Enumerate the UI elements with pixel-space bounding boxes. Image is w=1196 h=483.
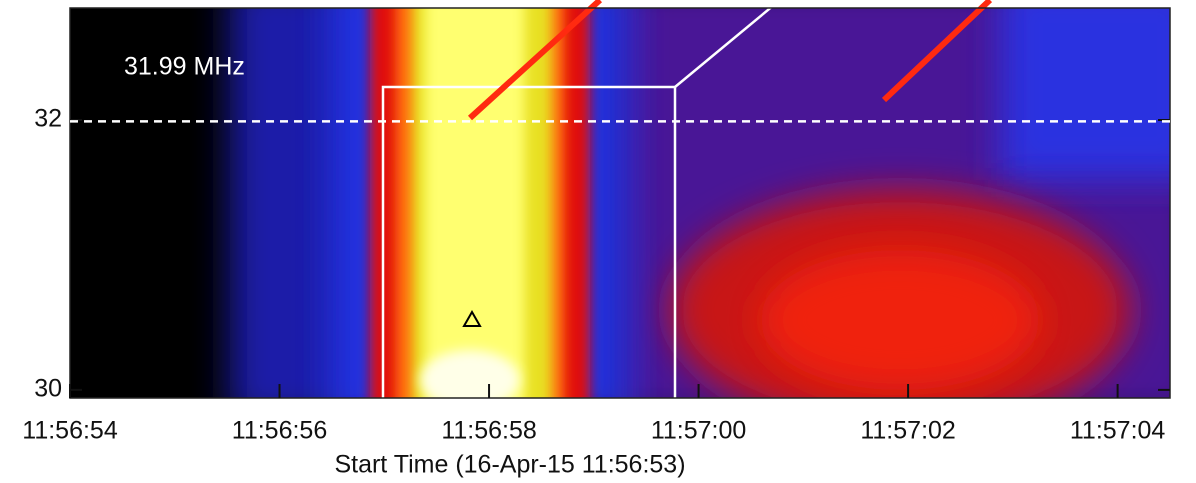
- x-tick-label: 11:57:00: [651, 417, 746, 445]
- pointer-line: [467, 0, 603, 121]
- y-tick-label: 32: [34, 105, 62, 133]
- x-tick-label: 11:57:02: [860, 417, 955, 445]
- plot-frame: [69, 7, 1171, 399]
- y-tick-label: 30: [34, 375, 62, 403]
- x-tick-label: 11:57:04: [1070, 417, 1166, 445]
- spectrogram-image: [70, 8, 1170, 398]
- x-tick-label: 11:56:56: [232, 417, 327, 445]
- pointer-line: [881, 0, 993, 103]
- x-tick-label: 11:56:54: [22, 417, 118, 445]
- x-tick-label: 11:56:58: [441, 417, 536, 445]
- x-axis-label: Start Time (16-Apr-15 11:56:53): [334, 451, 685, 479]
- frequency-label: 31.99 MHz: [124, 53, 245, 81]
